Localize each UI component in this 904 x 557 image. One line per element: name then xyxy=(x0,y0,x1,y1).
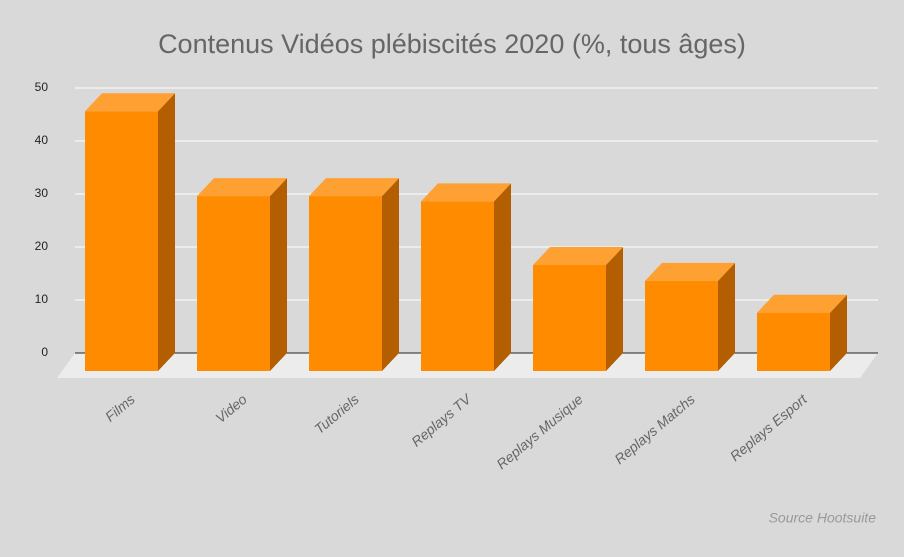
bar-top xyxy=(197,178,287,197)
bar xyxy=(85,93,175,372)
chart-title: Contenus Vidéos plébiscités 2020 (%, tou… xyxy=(158,29,746,59)
bar xyxy=(645,262,735,371)
bar-top xyxy=(421,183,511,202)
bar xyxy=(309,178,399,371)
bar xyxy=(533,247,623,371)
bar-side xyxy=(606,247,623,371)
bar-front xyxy=(421,201,494,371)
y-tick-label: 10 xyxy=(35,292,49,306)
bar-side xyxy=(270,178,287,371)
y-tick-label: 0 xyxy=(41,345,48,359)
bar-side xyxy=(158,93,175,372)
bar-front xyxy=(533,265,606,371)
bar-front xyxy=(757,312,830,371)
bar-front xyxy=(85,111,158,372)
source: Source Hootsuite xyxy=(769,510,877,526)
y-tick-label: 30 xyxy=(35,186,49,200)
bar-top xyxy=(533,247,623,265)
bar-side xyxy=(718,262,735,371)
bar-side xyxy=(494,183,511,371)
bar-side xyxy=(382,178,399,371)
bar-top xyxy=(85,93,175,112)
bar-front xyxy=(197,196,270,371)
y-tick-label: 40 xyxy=(35,133,49,147)
bar-front xyxy=(645,280,718,371)
bar-top xyxy=(645,262,735,281)
bar-front xyxy=(309,196,382,371)
y-tick-label: 50 xyxy=(35,80,49,94)
bar xyxy=(197,178,287,371)
bar xyxy=(421,183,511,371)
bar xyxy=(757,294,847,371)
bar-side xyxy=(830,294,847,371)
y-tick-label: 20 xyxy=(35,239,49,253)
bar-top xyxy=(757,294,847,313)
bar-top xyxy=(309,178,399,197)
